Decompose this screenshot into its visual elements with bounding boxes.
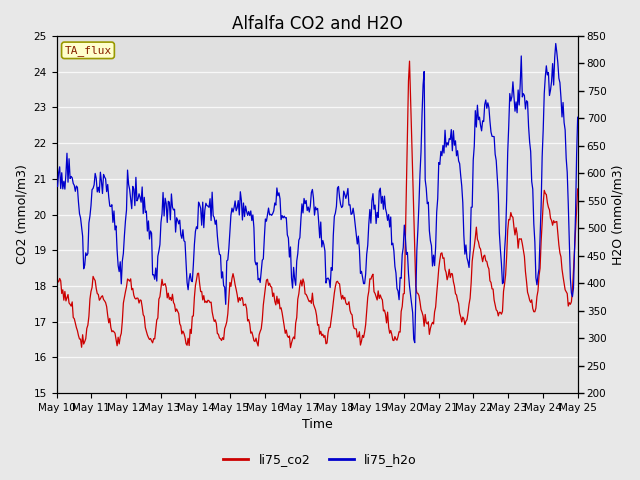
X-axis label: Time: Time xyxy=(301,419,332,432)
Legend: li75_co2, li75_h2o: li75_co2, li75_h2o xyxy=(218,448,422,471)
Text: TA_flux: TA_flux xyxy=(65,45,111,56)
Title: Alfalfa CO2 and H2O: Alfalfa CO2 and H2O xyxy=(232,15,403,33)
Y-axis label: CO2 (mmol/m3): CO2 (mmol/m3) xyxy=(15,165,28,264)
Y-axis label: H2O (mmol/m3): H2O (mmol/m3) xyxy=(612,164,625,265)
